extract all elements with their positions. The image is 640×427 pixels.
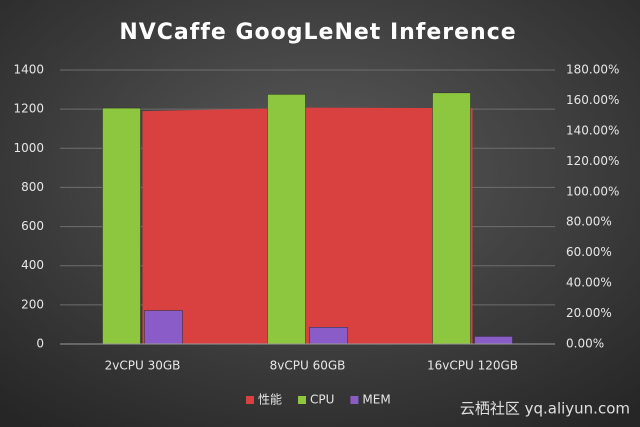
y-tick-label: 400 [21,258,44,272]
bar [309,327,348,345]
y2-tick-label: 180.00% [566,63,619,77]
area [142,107,473,344]
y2-tick-label: 160.00% [566,93,619,107]
bar [144,310,183,345]
y-tick-label: 1400 [13,63,44,77]
y-tick-label: 1200 [13,102,44,116]
y-tick-label: 800 [21,180,44,194]
x-tick-label: 8vCPU 60GB [270,359,346,373]
bar [102,107,141,345]
legend-swatch [246,396,254,404]
y2-tick-label: 120.00% [566,154,619,168]
chart-title: NVCaffe GoogLeNet Inference [119,20,516,45]
legend-swatch [350,396,359,404]
legend-label: 性能 [258,393,282,407]
y-tick-label: 600 [21,219,44,233]
y2-tick-label: 20.00% [566,306,612,320]
y2-tick-label: 100.00% [566,184,619,198]
y-tick-label: 1000 [13,141,44,155]
watermark: 云栖社区 yq.aliyun.com [460,400,630,418]
x-tick-label: 16vCPU 120GB [427,359,518,373]
y2-tick-label: 0.00% [566,337,604,351]
bar [432,92,471,345]
x-tick-label: 2vCPU 30GB [105,359,181,373]
legend-label: CPU [310,393,334,407]
y2-tick-label: 80.00% [566,215,612,229]
legend-swatch [298,396,307,404]
y2-tick-label: 60.00% [566,245,612,259]
bar [474,336,513,345]
y-tick-label: 200 [21,297,44,311]
y2-tick-label: 40.00% [566,276,612,290]
y2-tick-label: 140.00% [566,123,619,137]
legend-label: MEM [362,393,390,407]
y-tick-label: 0 [36,337,44,351]
bar [267,94,306,345]
